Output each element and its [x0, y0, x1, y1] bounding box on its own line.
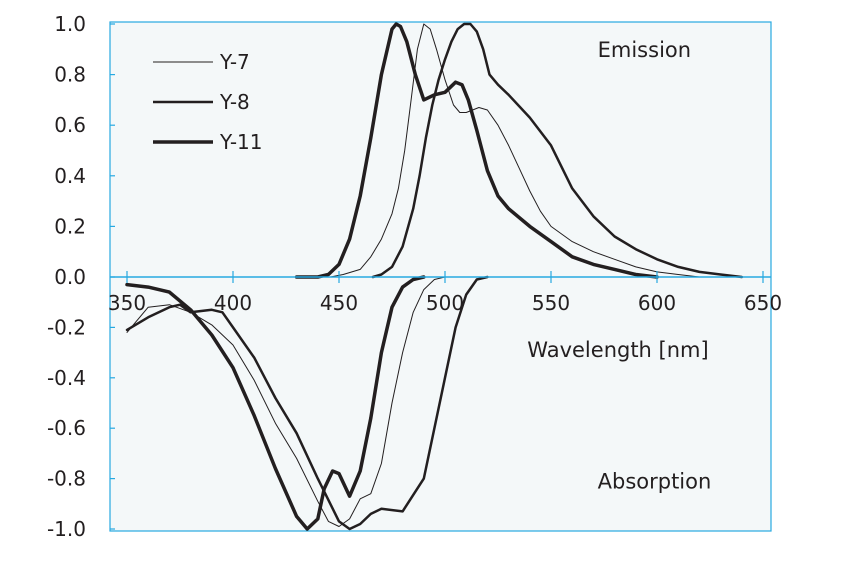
y-axis-ticks: 1.0 0.8 0.6 0.4 0.2 0.0 -0.2 -0.4 -0.6 -0.8 -1.0 — [47, 12, 115, 541]
x-tick-label: 500 — [426, 291, 464, 315]
series-y-11-absorption-line — [125, 275, 426, 531]
legend-label-y-11: Y-11 — [219, 130, 263, 154]
x-tick-label: 650 — [744, 291, 782, 315]
y-tick-label: 0.0 — [54, 265, 86, 289]
legend-label-y-8: Y-8 — [219, 90, 250, 114]
x-tick-label: 600 — [638, 291, 676, 315]
annotation-absorption: Absorption — [598, 470, 712, 494]
y-tick-label: 0.6 — [54, 113, 86, 137]
y-tick-label: 0.8 — [54, 63, 86, 87]
spectra-curves — [125, 22, 744, 531]
series-y-7-absorption-line — [126, 276, 446, 527]
x-tick-label: 400 — [214, 291, 252, 315]
y-tick-label: -0.2 — [47, 315, 86, 339]
y-tick-label: -0.6 — [47, 416, 86, 440]
y-tick-label: 0.4 — [54, 164, 86, 188]
annotations: Emission Absorption — [598, 38, 712, 494]
series-y-8-emission-line — [371, 22, 744, 279]
y-tick-label: -1.0 — [47, 517, 86, 541]
y-tick-label: 0.2 — [54, 214, 86, 238]
x-tick-label: 350 — [108, 291, 146, 315]
legend-label-y-7: Y-7 — [219, 50, 250, 74]
y-tick-label: 1.0 — [54, 12, 86, 36]
annotation-emission: Emission — [598, 38, 691, 62]
x-axis-label: Wavelength [nm] — [527, 338, 708, 362]
y-tick-label: -0.8 — [47, 467, 86, 491]
series-y-11-emission-line — [294, 22, 659, 279]
x-axis-ticks: 350 400 450 500 550 600 650 — [108, 271, 782, 315]
legend: Y-7 Y-8 Y-11 — [153, 50, 263, 154]
x-tick-label: 450 — [320, 291, 358, 315]
y-tick-label: -0.4 — [47, 366, 86, 390]
x-tick-label: 550 — [532, 291, 570, 315]
series-y-8-absorption-line — [125, 275, 489, 531]
